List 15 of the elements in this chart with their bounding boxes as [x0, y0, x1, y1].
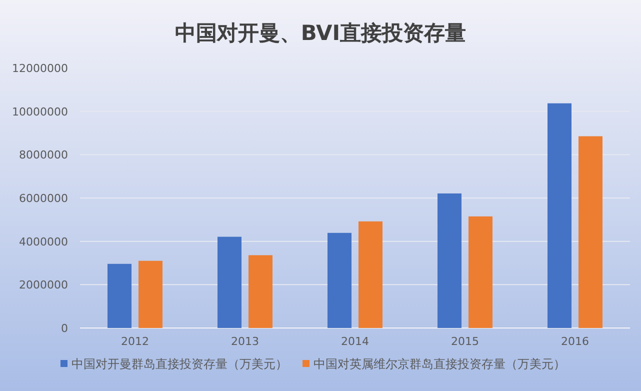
x-tick-label: 2014 — [341, 335, 369, 348]
x-tick-label: 2012 — [121, 335, 149, 348]
legend-label: 中国对英属维尔京群岛直接投资存量（万美元） — [314, 357, 566, 371]
y-tick-label: 2000000 — [19, 278, 68, 292]
chart-title: 中国对开曼、BVI直接投资存量 — [174, 21, 466, 45]
x-tick-label: 2016 — [561, 335, 589, 348]
y-tick-label: 10000000 — [12, 105, 68, 118]
y-tick-label: 12000000 — [12, 62, 68, 75]
y-tick-label: 8000000 — [19, 148, 68, 162]
x-tick-label: 2015 — [451, 335, 479, 348]
legend-label: 中国对开曼群岛直接投资存量（万美元） — [72, 357, 288, 371]
y-tick-label: 4000000 — [19, 235, 68, 248]
y-tick-label: 0 — [61, 322, 68, 335]
y-tick-label: 6000000 — [19, 192, 68, 205]
x-tick-label: 2013 — [231, 335, 259, 348]
